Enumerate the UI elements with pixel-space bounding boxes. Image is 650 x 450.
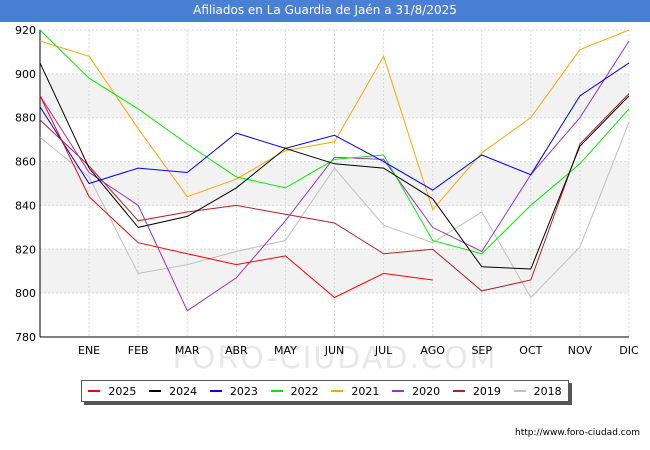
series-line-2021 bbox=[39, 29, 630, 211]
x-tick-label: JUN bbox=[324, 344, 345, 357]
legend-swatch bbox=[513, 390, 526, 392]
series-line-2024 bbox=[39, 62, 630, 270]
x-tick-label: ABR bbox=[225, 344, 248, 357]
y-tick-label: 880 bbox=[15, 112, 36, 125]
series-line-2018 bbox=[39, 121, 630, 299]
legend-label: 2023 bbox=[229, 384, 258, 398]
title-bar: Afiliados en La Guardia de Jaén a 31/8/2… bbox=[0, 0, 650, 22]
legend-item-2024: 2024 bbox=[149, 385, 197, 398]
legend-swatch bbox=[331, 390, 344, 392]
x-tick-label: DIC bbox=[619, 344, 639, 357]
x-tick-label: SEP bbox=[471, 344, 492, 357]
legend-label: 2024 bbox=[169, 384, 198, 398]
x-tick-label: NOV bbox=[568, 344, 593, 357]
series-line-2023 bbox=[39, 62, 630, 191]
y-tick-label: 800 bbox=[15, 287, 36, 300]
legend-label: 2022 bbox=[290, 384, 319, 398]
legend-item-2020: 2020 bbox=[392, 385, 440, 398]
legend-label: 2021 bbox=[351, 384, 380, 398]
line-chart: FORO-CIUDAD.COM 780 800 820 840 860 880 900 920 E… bbox=[15, 24, 639, 376]
legend-label: 2018 bbox=[533, 384, 562, 398]
legend-swatch bbox=[88, 390, 101, 392]
x-tick-label: JUL bbox=[374, 344, 393, 357]
legend-item-2023: 2023 bbox=[209, 384, 258, 398]
y-tick-label: 920 bbox=[15, 24, 36, 37]
legend-item-2019: 2019 bbox=[452, 384, 501, 398]
chart-legend: 2025 2024 2023 2022 2021 2020 2019 2018 bbox=[81, 380, 569, 402]
legend-swatch bbox=[209, 390, 222, 392]
legend-swatch bbox=[270, 390, 283, 392]
x-tick-label: AGO bbox=[420, 344, 445, 357]
watermark-text: FORO-CIUDAD.COM bbox=[173, 341, 498, 376]
x-tick-label: OCT bbox=[519, 344, 542, 357]
legend-swatch bbox=[149, 390, 162, 392]
series-line-2022 bbox=[39, 29, 630, 255]
x-tick-label: FEB bbox=[128, 344, 149, 357]
source-credit[interactable]: http://www.foro-ciudad.com bbox=[515, 428, 640, 438]
x-tick-label: ENE bbox=[78, 344, 100, 357]
legend-item-2018: 2018 bbox=[513, 384, 562, 398]
x-tick-label: MAR bbox=[175, 344, 200, 357]
y-tick-label: 860 bbox=[15, 156, 36, 169]
legend-swatch bbox=[392, 390, 405, 392]
legend-item-2025: 2025 bbox=[88, 385, 136, 398]
legend-item-2021: 2021 bbox=[331, 385, 379, 398]
legend-swatch bbox=[452, 390, 465, 392]
legend-label: 2025 bbox=[108, 384, 137, 398]
y-tick-label: 820 bbox=[15, 243, 36, 256]
chart-title: Afiliados en La Guardia de Jaén a 31/8/2… bbox=[193, 3, 457, 17]
y-tick-label: 840 bbox=[15, 199, 36, 212]
series-line-2019 bbox=[39, 93, 630, 292]
series-line-2025 bbox=[39, 95, 433, 299]
legend-item-2022: 2022 bbox=[270, 384, 319, 398]
y-tick-label: 780 bbox=[15, 331, 36, 344]
legend-label: 2019 bbox=[472, 384, 501, 398]
x-tick-label: MAY bbox=[274, 344, 297, 357]
y-tick-label: 900 bbox=[15, 68, 36, 81]
legend-label: 2020 bbox=[412, 384, 441, 398]
